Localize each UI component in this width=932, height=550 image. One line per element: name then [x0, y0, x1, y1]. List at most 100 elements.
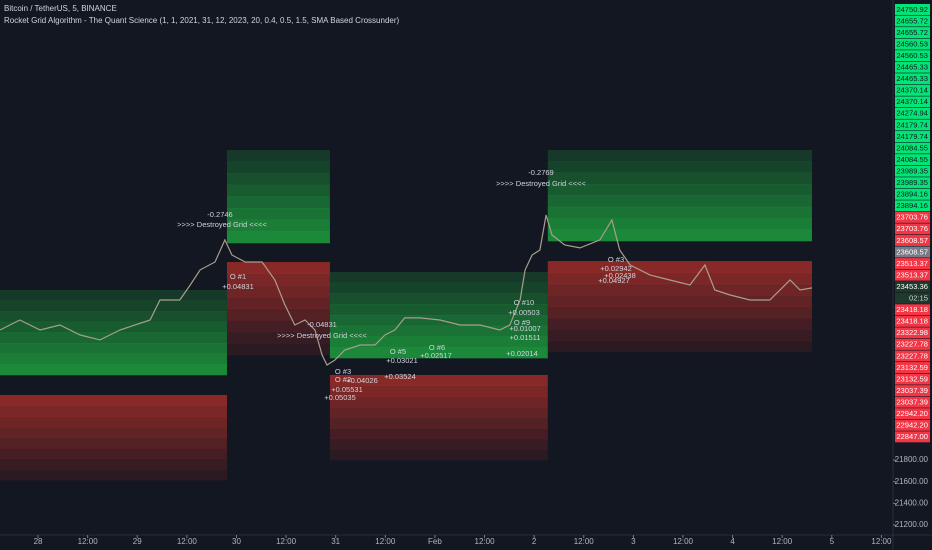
x-tick-label: 12:00 [78, 537, 99, 546]
red-grid-band [547, 317, 812, 330]
level-label-bg [895, 419, 930, 431]
red-grid-band [547, 306, 812, 319]
red-grid-band [0, 416, 227, 428]
green-grid-band [226, 219, 330, 232]
red-grid-band [329, 385, 548, 397]
level-label-bg [895, 50, 930, 62]
price-line [0, 214, 813, 366]
level-label-bg [895, 373, 930, 385]
level-label: 22942.20 [896, 409, 928, 418]
indicator-title: Rocket Grid Algorithm - The Quant Scienc… [4, 16, 400, 25]
level-label: 23132.59 [896, 363, 928, 372]
green-grid-band [329, 293, 548, 305]
red-grid-band [0, 394, 227, 406]
green-grid-band [547, 218, 812, 230]
green-grid-band [547, 184, 812, 196]
red-grid-band [226, 320, 330, 333]
level-label-bg [895, 188, 930, 200]
level-label-bg [895, 431, 930, 443]
level-label: 24655.72 [896, 16, 928, 25]
red-grid-band [226, 343, 330, 356]
red-grid-band [0, 448, 227, 460]
green-grid-band [0, 332, 227, 344]
x-tick-label: 29 [133, 537, 142, 546]
level-label-bg [895, 27, 930, 39]
level-label: 23513.37 [896, 270, 928, 279]
level-label-bg [895, 165, 930, 177]
annotation: +0.01007 [509, 324, 541, 333]
annotation: >>>> Destroyed Grid <<<< [177, 220, 267, 229]
chart-title: Bitcoin / TetherUS, 5, BINANCE [4, 4, 117, 13]
level-label-bg [895, 350, 930, 362]
green-grid-band [329, 325, 548, 337]
red-grid-band [329, 449, 548, 461]
annotation: +0.00503 [508, 308, 540, 317]
annotation: O #10 [514, 298, 534, 307]
red-grid-band [0, 469, 227, 481]
level-label-bg [895, 73, 930, 85]
x-tick-label: 12:00 [871, 537, 892, 546]
level-label-bg [895, 327, 930, 339]
level-label: 23989.35 [896, 178, 928, 187]
green-grid-band [547, 149, 812, 162]
level-label-bg [895, 177, 930, 189]
level-label-bg [895, 258, 930, 270]
annotation: +0.02942 [600, 264, 632, 273]
level-label: 23037.39 [896, 386, 928, 395]
red-grid-band [329, 438, 548, 450]
level-label-bg [895, 362, 930, 373]
x-tick-label: 5 [830, 537, 835, 546]
level-label-bg [895, 96, 930, 108]
level-label: 23608.57 [896, 247, 928, 256]
level-label: 22942.20 [896, 421, 928, 430]
level-label-bg [895, 200, 930, 212]
green-grid-band [0, 321, 227, 333]
green-grid-band [547, 195, 812, 208]
annotation: O #1 [230, 272, 246, 281]
x-tick-label: 3 [631, 537, 636, 546]
red-grid-band [547, 295, 812, 307]
red-grid-band [226, 285, 330, 298]
level-label-bg [895, 235, 930, 246]
y-tick-label: 21200.00 [895, 520, 929, 529]
green-grid-band [547, 172, 812, 185]
x-tick-label: Feb [428, 537, 442, 546]
level-label-bg [895, 408, 930, 420]
level-label: 23037.39 [896, 397, 928, 406]
current-price-label: 23453.36 [896, 282, 928, 291]
green-grid-band [226, 196, 330, 209]
annotation: +0.02438 [604, 271, 636, 280]
green-grid-band [0, 364, 227, 376]
green-grid-band [0, 311, 227, 323]
level-label-bg [895, 154, 930, 166]
plot-area [0, 149, 813, 481]
annotation: +0.03524 [384, 372, 416, 381]
x-tick-label: 12:00 [574, 537, 595, 546]
x-tick-label: 12:00 [375, 537, 396, 546]
green-grid-band [329, 336, 548, 348]
x-tick-label: 12:00 [177, 537, 198, 546]
green-grid-band [547, 229, 812, 242]
annotation: +0.02517 [420, 351, 452, 360]
level-label-bg [895, 269, 930, 281]
green-grid-band [226, 184, 330, 197]
annotation: +0.05035 [324, 393, 356, 402]
level-label: 24179.74 [896, 132, 928, 141]
annotation: +0.05531 [331, 385, 363, 394]
x-tick-label: 28 [34, 537, 43, 546]
level-label-bg [895, 338, 930, 350]
red-grid-band [329, 374, 548, 386]
green-grid-band [226, 173, 330, 186]
red-grid-band [0, 405, 227, 417]
level-label: 24084.55 [896, 155, 928, 164]
level-label: 23227.78 [896, 340, 928, 349]
x-tick-label: 4 [730, 537, 735, 546]
level-label: 23513.37 [896, 259, 928, 268]
annotation: +0.04026 [346, 376, 378, 385]
annotation: -0.2769 [528, 168, 553, 177]
green-grid-band [329, 347, 548, 359]
level-label: 24084.55 [896, 143, 928, 152]
red-grid-band [226, 308, 330, 321]
annotation: O #5 [390, 347, 406, 356]
level-label: 24655.72 [896, 28, 928, 37]
